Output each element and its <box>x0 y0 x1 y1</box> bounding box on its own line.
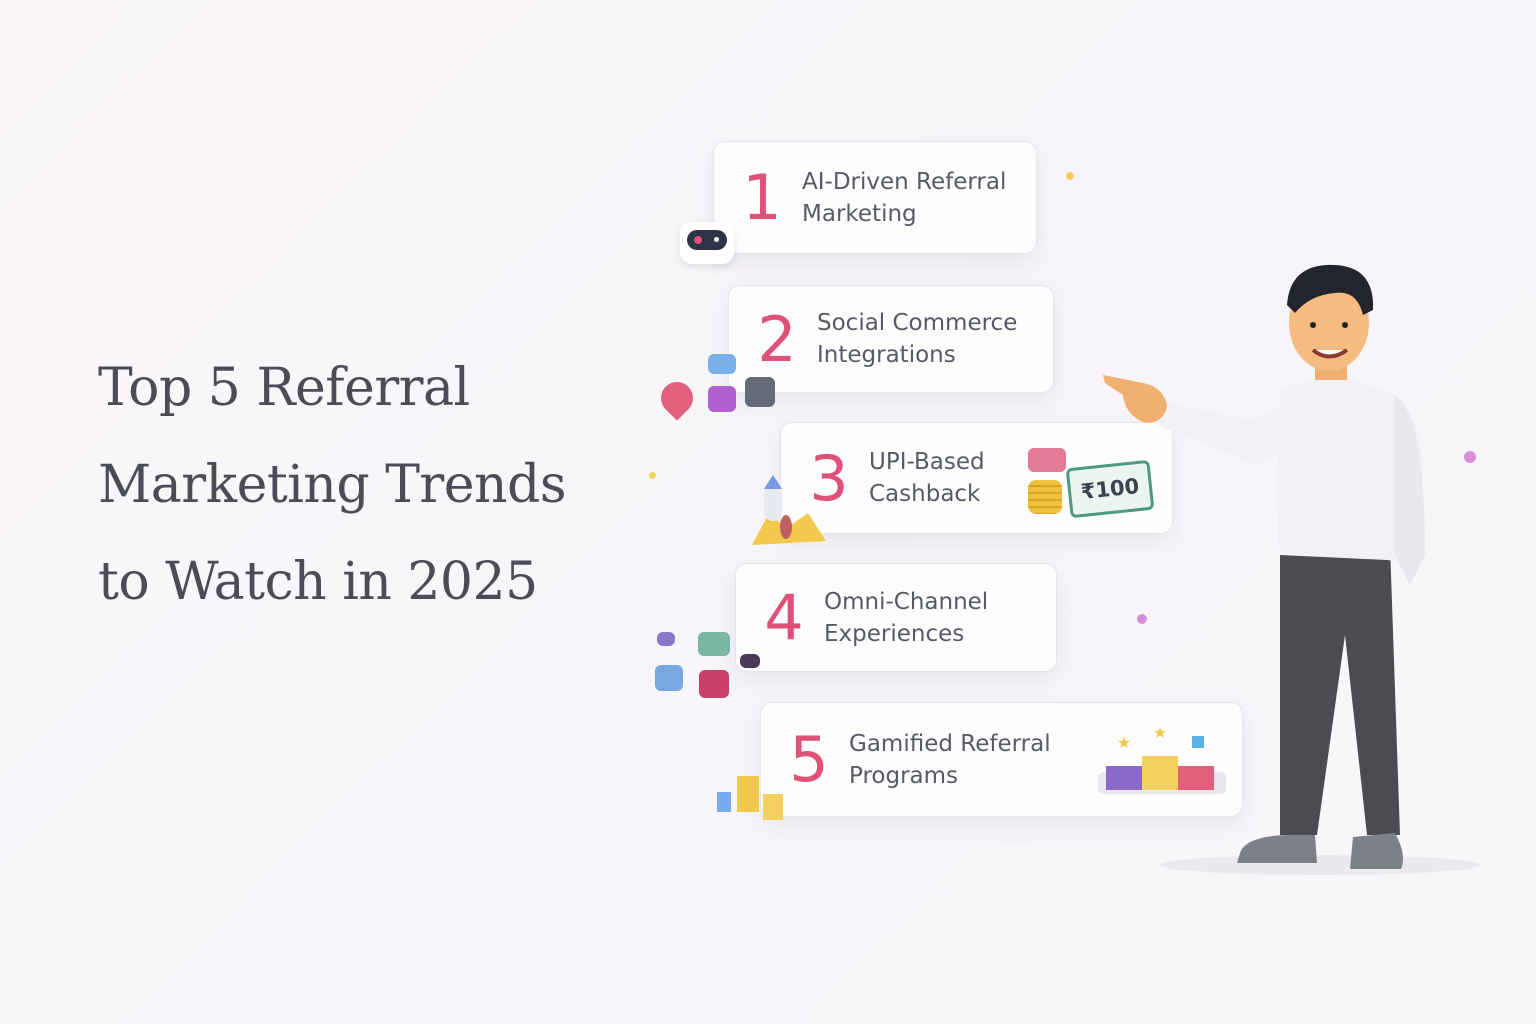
decor-dot <box>1137 614 1147 624</box>
decor-dot <box>1066 172 1074 180</box>
mail-icon <box>708 354 736 374</box>
twitter-icon <box>655 665 683 691</box>
trend-number: 3 <box>809 441 849 515</box>
trend-label: UPI-Based Cashback <box>869 449 985 507</box>
trend-number: 2 <box>757 302 797 376</box>
chat-bubble-icon <box>1028 448 1066 472</box>
title-line-3: to Watch in 2025 <box>98 552 538 612</box>
decor-dot <box>649 472 656 479</box>
trend-card-1: 1 AI-Driven Referral Marketing <box>713 141 1037 254</box>
title-line-1: Top 5 Referral <box>98 358 470 418</box>
page-title: Top 5 Referral Marketing Trends to Watch… <box>98 340 618 631</box>
trend-label: Omni-Channel Experiences <box>824 588 989 647</box>
person-pointing-illustration <box>1103 264 1480 875</box>
trend-number: 4 <box>764 581 804 654</box>
trend-label: Gamified Referral Programs <box>849 730 1051 789</box>
trend-label: AI-Driven Referral Marketing <box>802 168 1007 227</box>
bar-chart-icon <box>717 776 783 820</box>
svg-text:★: ★ <box>1117 733 1131 752</box>
svg-text:★: ★ <box>1153 724 1167 742</box>
trend-number: 1 <box>742 161 782 234</box>
coins-icon <box>1028 480 1062 514</box>
trend-card-2: 2 Social Commerce Integrations <box>728 285 1054 393</box>
mail-icon <box>698 632 730 656</box>
chart-icon <box>740 654 760 668</box>
title-line-2: Marketing Trends <box>98 455 567 515</box>
folder-icon <box>657 632 675 646</box>
podium-icon: ★ ★ <box>1098 724 1226 794</box>
trend-number: 5 <box>789 723 829 796</box>
trend-label: Social Commerce Integrations <box>817 310 1018 368</box>
user-icon <box>745 377 775 407</box>
robot-icon <box>680 222 734 264</box>
heart-icon <box>654 375 700 421</box>
trend-card-4: 4 Omni-Channel Experiences <box>735 563 1057 672</box>
check-icon <box>699 670 729 698</box>
decor-dot <box>1464 451 1476 463</box>
check-icon <box>708 386 736 412</box>
rocket-icon <box>752 475 826 545</box>
